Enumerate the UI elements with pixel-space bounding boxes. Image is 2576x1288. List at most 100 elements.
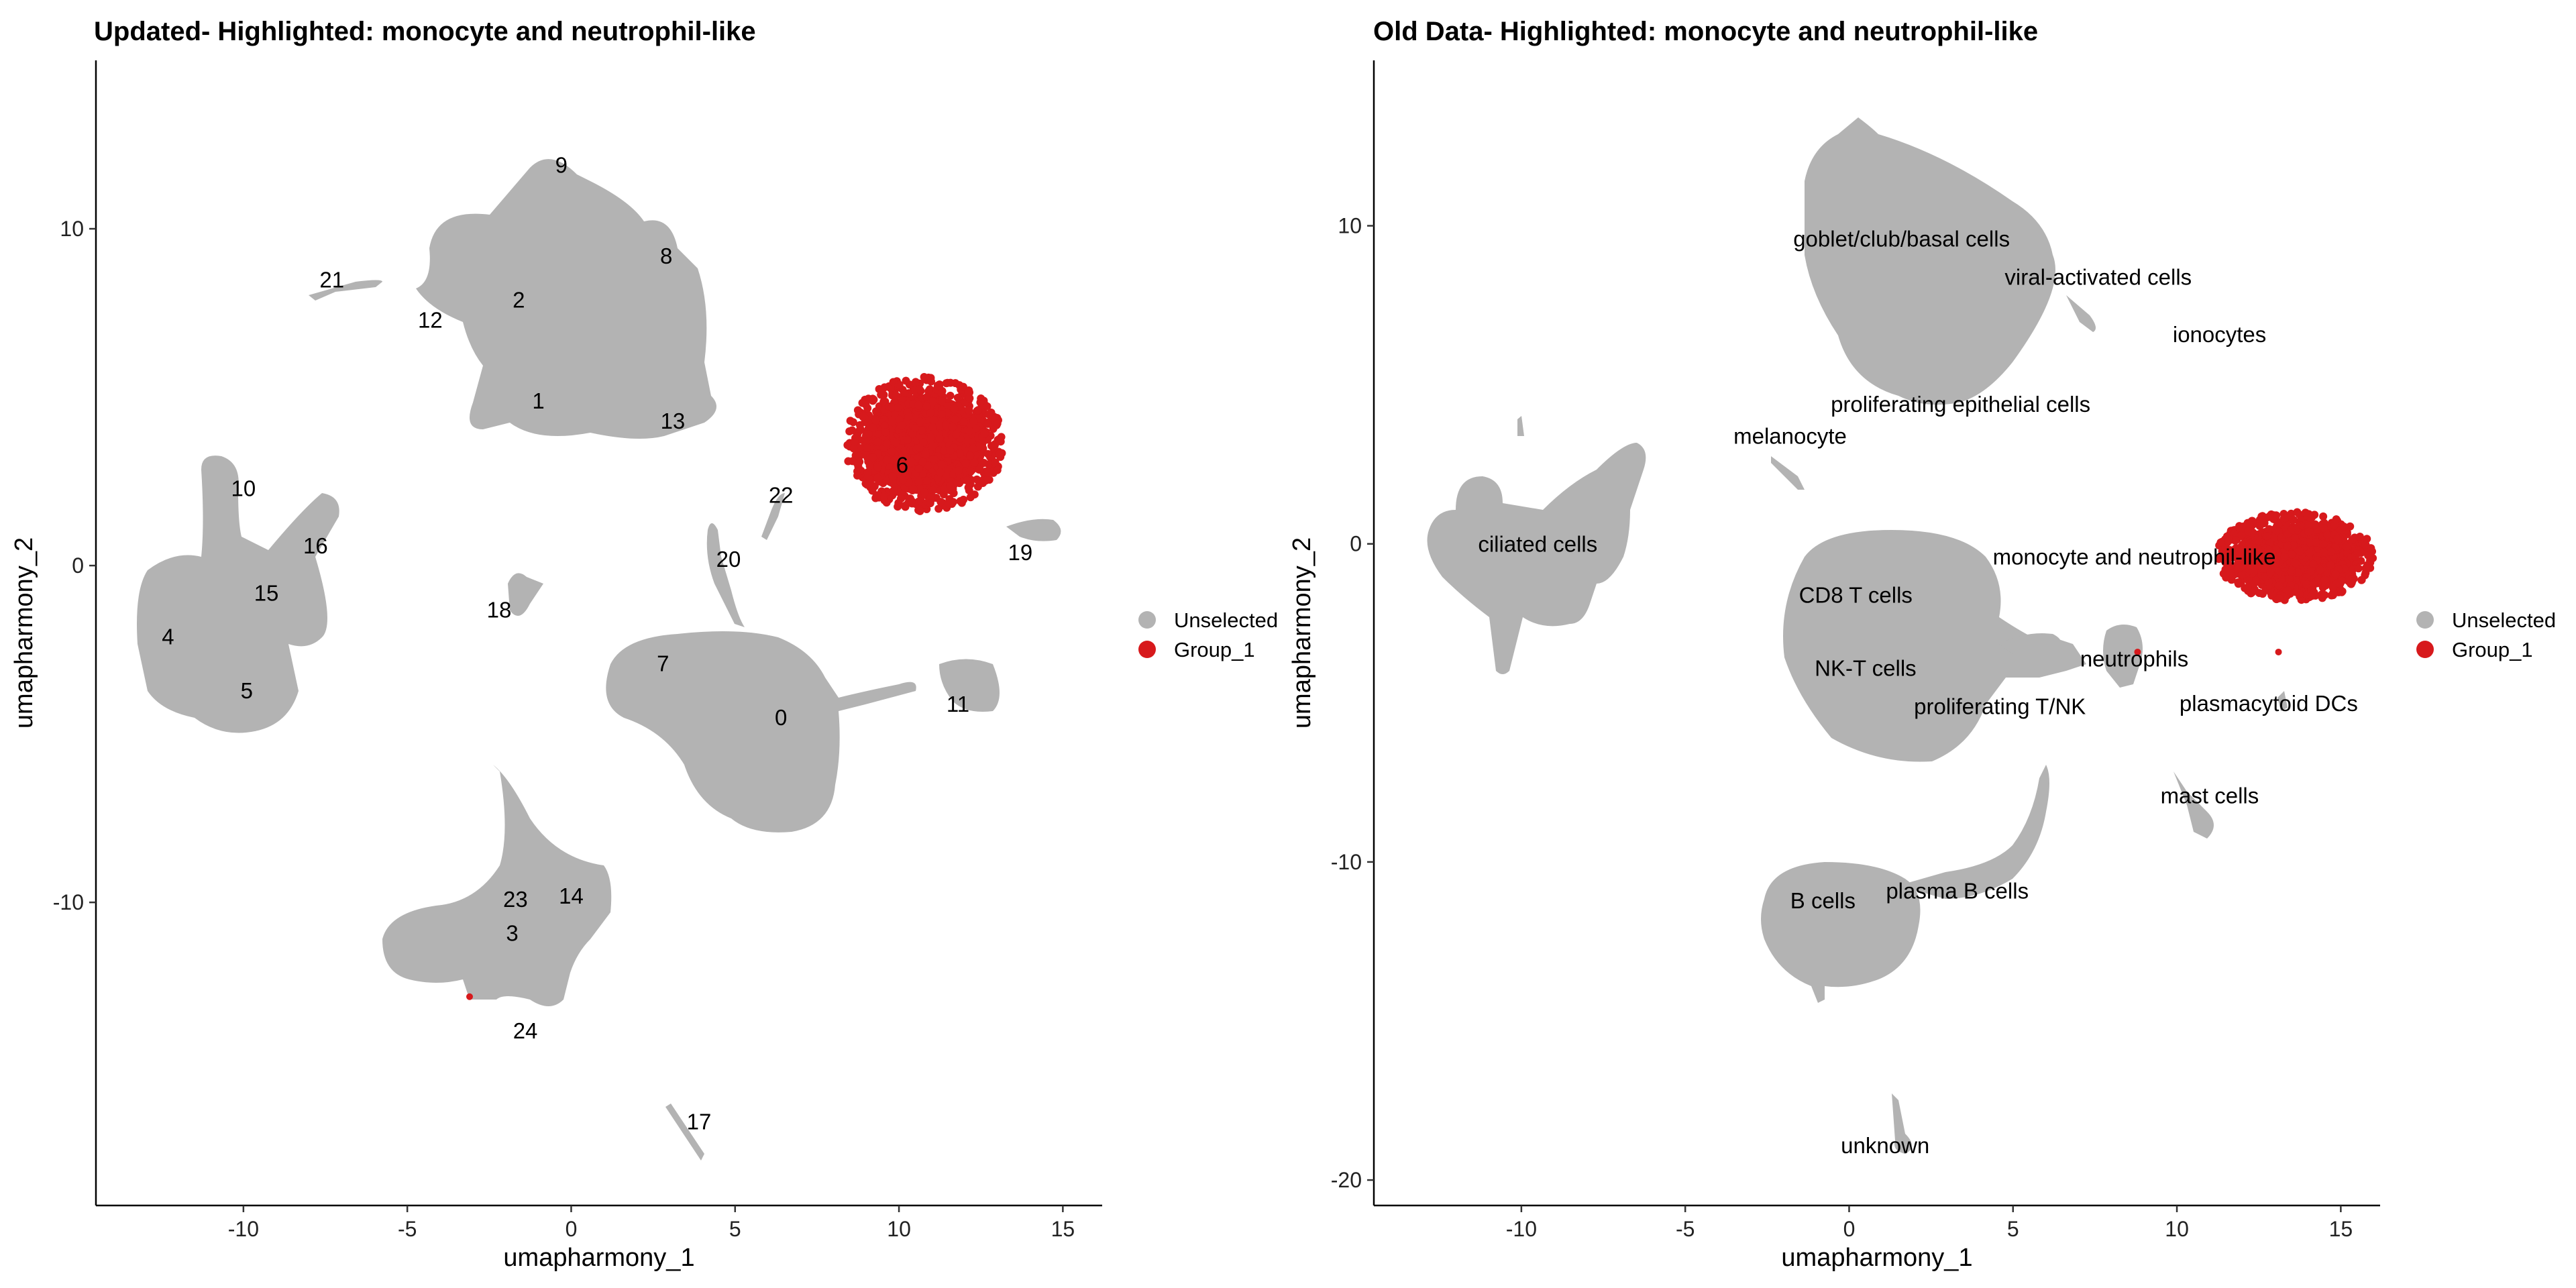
group-1-point — [2280, 553, 2289, 561]
group-1-point — [902, 453, 911, 462]
group-1-point — [2243, 583, 2252, 592]
group-1-point — [2333, 535, 2342, 543]
group-1-point — [2246, 561, 2255, 570]
group-1-point — [918, 458, 927, 466]
group-1-point — [961, 459, 970, 468]
group-1-point — [2309, 559, 2318, 568]
group-1-point — [900, 388, 909, 397]
group-1-point — [2361, 564, 2370, 573]
group-1-point — [871, 416, 880, 425]
group-1-point — [985, 410, 994, 419]
group-1-point — [996, 449, 1004, 458]
group-1-point — [466, 993, 474, 1000]
cell-cloud — [1427, 117, 2288, 1154]
y-tick-label: 10 — [1338, 214, 1362, 238]
group-1-point — [926, 499, 934, 508]
cluster-label: ionocytes — [2173, 322, 2266, 347]
group-1-point — [951, 415, 959, 424]
group-1-point — [848, 426, 857, 435]
group-1-point — [2229, 553, 2237, 561]
cluster-label: 20 — [716, 547, 741, 572]
cluster-label: 5 — [241, 678, 253, 703]
group-1-point — [969, 417, 978, 425]
legend: Unselected Group_1 — [2416, 608, 2556, 661]
group-1-point — [969, 445, 977, 453]
group-1-point — [970, 458, 979, 467]
x-axis-label: umapharmony_1 — [1781, 1244, 1972, 1272]
group-1-point — [2275, 648, 2282, 655]
x-tick-label: -10 — [228, 1217, 259, 1241]
legend-label: Group_1 — [2452, 638, 2533, 661]
group-1-point — [940, 447, 949, 455]
group-1-point — [2134, 648, 2141, 655]
y-tick-label: 0 — [1350, 532, 1362, 556]
group-1-point — [2343, 543, 2351, 551]
cell-cluster-18 — [508, 573, 543, 616]
group-1-point — [2287, 525, 2296, 534]
cell-cluster-ionocytes — [2066, 295, 2096, 332]
group-1-point — [909, 484, 918, 493]
group-1-point — [897, 494, 906, 503]
group-1-point — [2304, 521, 2312, 530]
cell-cluster-ciliated — [1427, 443, 1646, 674]
group-1-point — [2307, 592, 2316, 600]
group-1-point — [975, 466, 984, 474]
group-1-point — [951, 379, 960, 388]
cluster-labels: goblet/club/basal cells viral-activated c… — [1478, 227, 2357, 1158]
cluster-label: goblet/club/basal cells — [1793, 227, 2010, 252]
group-1-point — [2320, 524, 2328, 533]
group-1-point — [937, 389, 946, 398]
group-1-point — [916, 417, 924, 426]
group-1-point — [2364, 551, 2373, 559]
cell-cluster-extension — [1999, 633, 2062, 654]
group-1-point — [959, 382, 967, 391]
group-1-point — [984, 468, 993, 477]
group-1-point — [2357, 576, 2366, 584]
cluster-label: B cells — [1790, 888, 1856, 913]
group-1-point — [892, 391, 900, 400]
group-1-point — [2221, 543, 2230, 552]
group-1-point — [972, 424, 981, 433]
group-1-point — [863, 468, 872, 476]
group-1-point — [881, 428, 890, 437]
group-1-point — [908, 458, 916, 466]
cell-cloud — [137, 159, 1061, 1161]
group-1-point — [880, 421, 889, 430]
group-1-point — [2320, 548, 2328, 557]
group-1-point — [2323, 531, 2332, 539]
group-1-point — [853, 471, 862, 480]
cluster-label: 1 — [532, 388, 544, 413]
group-1-point — [2219, 553, 2228, 562]
cluster-label: 7 — [657, 651, 669, 676]
x-tick-label: 10 — [887, 1217, 911, 1241]
group-1-point — [2237, 571, 2246, 580]
group-1-point — [2244, 527, 2253, 535]
cluster-label: neutrophils — [2080, 646, 2188, 671]
legend-label: Group_1 — [1174, 638, 1255, 661]
group-1-point — [936, 498, 945, 506]
group-1-point — [2304, 527, 2313, 536]
group-1-point — [964, 388, 973, 396]
cluster-label: monocyte and neutrophil-like — [1993, 545, 2276, 570]
group-1-point — [2263, 532, 2271, 541]
cluster-label: mast cells — [2161, 783, 2259, 808]
group-1-point — [979, 479, 987, 488]
group-1-point — [2348, 577, 2357, 586]
group-1-point — [983, 402, 991, 411]
group-1-point — [870, 482, 879, 490]
group-1-point — [2269, 533, 2278, 542]
y-tick-label: -10 — [53, 890, 84, 914]
legend-marker — [1138, 611, 1156, 629]
cluster-label: 8 — [660, 244, 672, 268]
group-1-point — [2266, 568, 2275, 576]
cluster-label: 23 — [503, 887, 528, 912]
umap-panel-updated: Updated- Highlighted: monocyte and neutr… — [10, 17, 1278, 1272]
group-1-point — [926, 409, 935, 417]
cell-cluster-unknown — [1892, 1093, 1912, 1154]
cell-cluster-epithelial — [1805, 117, 2055, 405]
group-1-point — [2320, 590, 2329, 599]
cell-cluster-small — [1517, 416, 1524, 436]
group-1-point — [2319, 512, 2328, 521]
group-1-point — [965, 394, 974, 402]
cluster-label: 22 — [769, 483, 794, 508]
